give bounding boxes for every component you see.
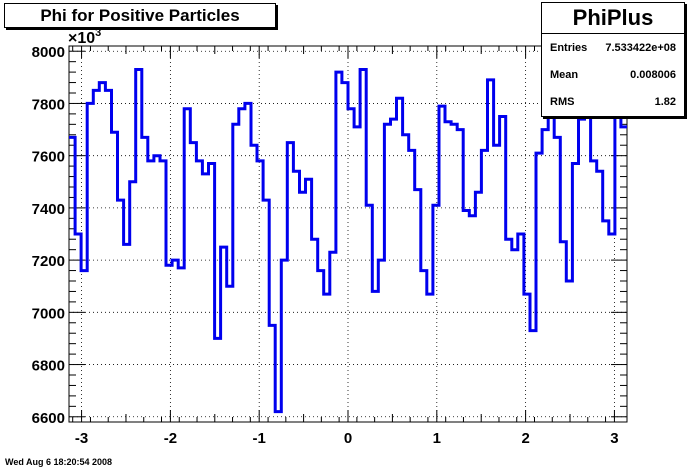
x-tick-label: 1 bbox=[433, 430, 441, 447]
x-tick-label: 2 bbox=[521, 430, 529, 447]
y-tick-label: 7400 bbox=[32, 201, 65, 218]
stats-row-rms: RMS 1.82 bbox=[542, 88, 684, 115]
stats-row-entries: Entries 7.533422e+08 bbox=[542, 34, 684, 61]
x-tick-label: 3 bbox=[610, 430, 618, 447]
y-tick-label: 7200 bbox=[32, 253, 65, 270]
x-tick-label: -1 bbox=[253, 430, 266, 447]
stats-histogram-name: PhiPlus bbox=[542, 3, 684, 34]
stats-value: 1.82 bbox=[654, 96, 676, 108]
stats-value: 0.008006 bbox=[630, 69, 676, 81]
x-tick-label: 0 bbox=[344, 430, 352, 447]
stats-key: Mean bbox=[550, 69, 579, 81]
stats-row-mean: Mean 0.008006 bbox=[542, 61, 684, 88]
y-tick-label: 7000 bbox=[32, 305, 65, 322]
timestamp: Wed Aug 6 18:20:54 2008 bbox=[5, 457, 113, 467]
y-tick-labels: 6600 6800 7000 7200 7400 7600 7800 8000 bbox=[32, 44, 65, 427]
x-tick-label: -2 bbox=[164, 430, 177, 447]
phi-histogram-line bbox=[69, 68, 627, 414]
plot-title: Phi for Positive Particles bbox=[40, 6, 240, 25]
stats-value: 7.533422e+08 bbox=[605, 42, 676, 54]
y-tick-label: 6600 bbox=[32, 410, 65, 427]
y-tick-label: 8000 bbox=[32, 44, 65, 61]
x-tick-labels: -3 -2 -1 0 1 2 3 bbox=[75, 430, 619, 447]
y-tick-label: 7800 bbox=[32, 96, 65, 113]
plot-title-box: Phi for Positive Particles bbox=[4, 3, 276, 28]
stats-box: PhiPlus Entries 7.533422e+08 Mean 0.0080… bbox=[541, 2, 685, 117]
stats-key: RMS bbox=[550, 96, 575, 108]
y-exponent-label: ×103 bbox=[68, 27, 101, 47]
y-tick-label: 7600 bbox=[32, 149, 65, 166]
x-tick-label: -3 bbox=[75, 430, 88, 447]
y-tick-label: 6800 bbox=[32, 358, 65, 375]
stats-key: Entries bbox=[550, 42, 588, 54]
